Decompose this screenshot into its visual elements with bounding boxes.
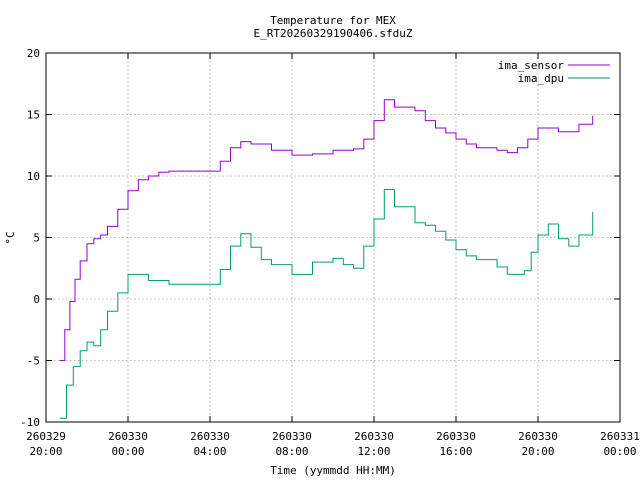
chart-title: Temperature for MEX <box>270 14 396 27</box>
legend-label: ima_sensor <box>498 59 565 72</box>
y-tick-label: 15 <box>27 109 40 122</box>
x-tick-label-time: 20:00 <box>29 445 62 458</box>
legend-label: ima_dpu <box>518 72 564 85</box>
x-tick-label-date: 260331 <box>600 430 640 443</box>
y-tick-label: 20 <box>27 47 40 60</box>
y-tick-label: -5 <box>27 355 40 368</box>
y-axis-ticks: -10 -5 0 5 10 15 20 <box>20 47 620 429</box>
y-tick-label: -10 <box>20 416 40 429</box>
y-tick-label: 0 <box>33 293 40 306</box>
x-tick-label-time: 08:00 <box>275 445 308 458</box>
x-tick-label-date: 260329 <box>26 430 66 443</box>
series-lines <box>59 99 594 419</box>
x-tick-label-time: 04:00 <box>193 445 226 458</box>
x-tick-label-date: 260330 <box>518 430 558 443</box>
y-tick-label: 5 <box>33 232 40 245</box>
x-tick-label-date: 260330 <box>272 430 312 443</box>
series-line-ima-sensor <box>59 99 594 361</box>
x-tick-label-date: 260330 <box>354 430 394 443</box>
x-tick-label-time: 20:00 <box>521 445 554 458</box>
x-tick-label-time: 12:00 <box>357 445 390 458</box>
x-tick-label-time: 00:00 <box>111 445 144 458</box>
x-tick-label-date: 260330 <box>108 430 148 443</box>
x-tick-label-date: 260330 <box>436 430 476 443</box>
chart-subtitle: E_RT20260329190406.sfduZ <box>254 27 413 40</box>
series-line-ima-dpu <box>59 189 594 419</box>
x-tick-label-time: 00:00 <box>603 445 636 458</box>
x-axis-label: Time (yymmdd HH:MM) <box>270 464 396 477</box>
x-tick-label-time: 16:00 <box>439 445 472 458</box>
plot-frame <box>45 52 621 423</box>
y-axis-label: °C <box>4 231 17 244</box>
x-tick-label-date: 260330 <box>190 430 230 443</box>
y-tick-label: 10 <box>27 170 40 183</box>
x-axis-ticks: 260329 20:00 260330 00:00 260330 04:00 260330 0… <box>26 53 640 458</box>
